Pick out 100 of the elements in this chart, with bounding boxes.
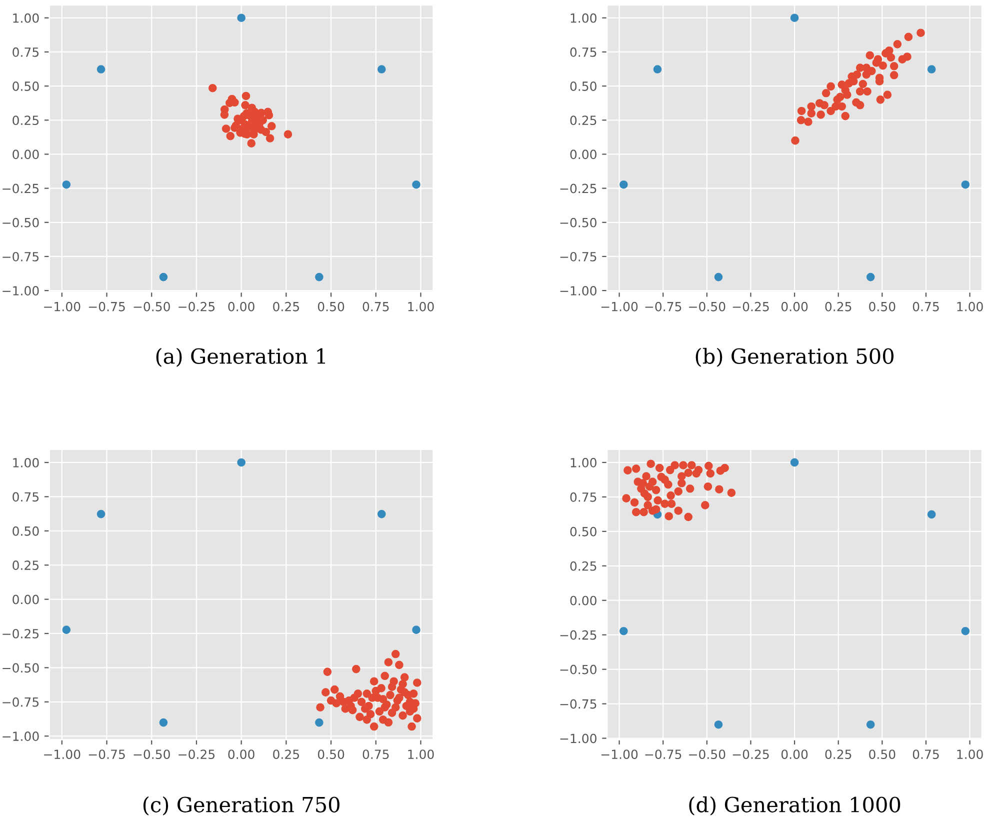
point [386,690,394,700]
text: (b) Generation 500 [696,348,894,367]
point [326,696,336,705]
x-tick-label: 0.75 [912,750,939,760]
x-tick-label: −0.25 [178,302,215,312]
point [686,484,694,493]
point [826,82,835,91]
text: (c) Generation 750 [143,796,340,816]
x-tick-label: 1.00 [408,750,434,760]
point [858,80,868,88]
x-tick-label: −0.75 [645,302,682,312]
point [388,682,396,691]
y-tick-label: −0.50 [560,218,596,228]
point [644,501,652,510]
y-tick-label: −1.00 [560,286,596,296]
point [62,180,71,189]
point [852,98,860,107]
x-tick-label: 0.25 [825,302,852,312]
point [866,272,875,282]
point [667,500,676,508]
point [412,180,420,189]
point [242,92,250,100]
point [856,64,864,72]
point [797,106,806,116]
point [679,461,688,470]
x-tick-label: −0.50 [134,750,170,760]
point [640,508,648,516]
point [395,660,404,670]
point [356,712,364,722]
point [790,14,799,22]
point [256,126,266,134]
y-tick-label: 0.50 [12,526,39,536]
point [380,672,390,680]
point [886,53,896,62]
point [378,694,388,704]
point [315,272,324,282]
x-tick-label: 0.50 [318,750,344,760]
y-tick-label: 0.00 [12,594,39,604]
point [330,685,339,694]
x-tick-label: −1.00 [601,750,638,760]
point [654,496,662,505]
x-tick-label: 0.00 [781,302,808,312]
point [632,464,640,473]
point [222,124,230,133]
point [624,466,632,474]
x-tick-label: 0.00 [228,302,254,312]
point [652,505,660,514]
x-tick-label: −1.00 [44,750,80,760]
point [666,466,674,474]
point [339,698,348,706]
point [878,61,888,70]
y-tick-label: −0.25 [2,628,39,638]
point [241,100,250,110]
point [384,658,393,666]
point [872,58,881,67]
point [692,469,701,478]
point [961,626,970,636]
y-tick-label: 0.50 [12,82,39,91]
point [284,130,292,138]
x-tick-label: 0.50 [318,302,344,312]
x-tick-label: 0.25 [273,750,299,760]
text: (a) Generation 1 [156,348,325,367]
point [316,703,324,712]
point [720,464,729,472]
point [391,703,400,712]
point [237,458,246,467]
point [208,84,217,92]
y-tick-label: −1.00 [560,734,596,744]
y-tick-label: 0.75 [12,47,39,57]
y-tick-label: 0.25 [570,116,596,126]
point [362,716,372,724]
point [652,486,660,494]
x-tick-label: −0.25 [178,750,215,760]
point [927,510,936,519]
x-tick-label: −1.00 [601,302,638,312]
y-tick-label: 0.25 [12,560,39,570]
point [362,690,372,698]
point [645,482,654,491]
y-tick-label: −0.50 [560,664,596,674]
point [684,468,692,477]
point [220,110,229,119]
point [841,86,850,94]
y-tick-label: 1.00 [13,458,39,468]
point [866,720,875,729]
x-tick-label: 0.25 [273,302,299,312]
y-tick-label: 0.00 [570,596,596,606]
point [664,512,674,520]
y-tick-label: −0.75 [2,697,39,707]
point [370,722,378,731]
point [159,272,168,282]
point [380,703,390,712]
y-tick-label: 1.00 [13,13,39,23]
point [232,121,240,130]
y-tick-label: −0.50 [2,663,39,673]
point [412,678,422,687]
x-tick-label: 0.75 [362,750,389,760]
text: (d) Generation 1000 [689,796,900,816]
point [357,698,366,706]
point [360,704,370,713]
x-tick-label: 1.00 [957,750,983,760]
